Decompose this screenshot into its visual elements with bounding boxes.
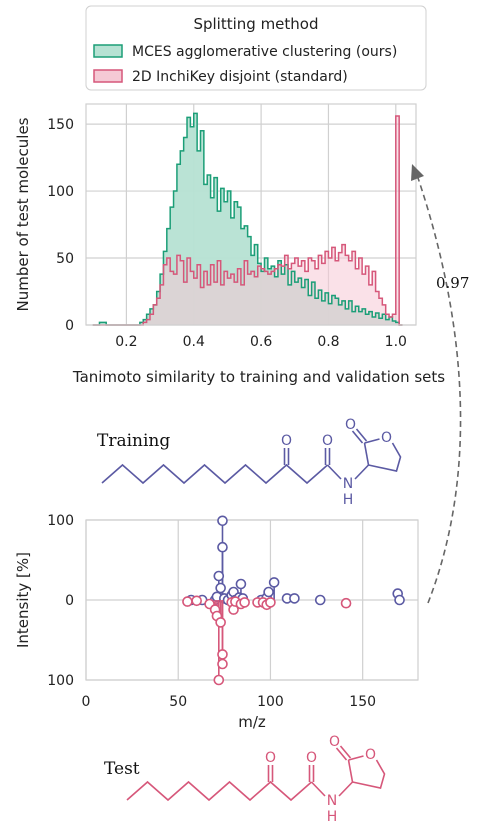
amide-bond <box>310 781 326 797</box>
training-peak-marker <box>217 541 228 553</box>
y-tick-label: 100 <box>47 513 74 529</box>
molecule-label: Training <box>97 431 170 451</box>
test-peak-marker <box>215 617 226 628</box>
ring-bond <box>368 442 402 472</box>
training-peak-marker <box>289 593 300 604</box>
similarity-histogram: 0.2 0.4 0.6 0.8 1.0 0 50 100 150 Tanimoto similar… <box>14 5 445 386</box>
training-peak-marker <box>235 578 247 590</box>
ring-bond <box>348 755 364 761</box>
lactone-carbonyl <box>355 428 368 442</box>
test-peak-marker <box>217 658 228 670</box>
x-tick-label: 0.4 <box>183 334 205 350</box>
arrow-head-icon <box>411 164 424 181</box>
amine-bond <box>354 464 370 480</box>
ring-bond <box>347 759 354 783</box>
nitrogen-atom: N <box>327 793 337 809</box>
molecule-label: Test <box>104 759 140 779</box>
hydrogen-atom: H <box>327 809 338 825</box>
oxygen-atom: O <box>281 433 292 449</box>
oxygen-atom: O <box>322 433 333 449</box>
y-tick-label: 150 <box>47 117 74 133</box>
test-peak-marker <box>239 597 250 608</box>
inchikey-histogram-fill <box>92 116 403 326</box>
training-peak-marker <box>314 594 326 606</box>
x-tick-label: 150 <box>349 694 376 710</box>
legend: Splitting method MCES agglomerative clust… <box>85 5 427 91</box>
oxygen-atom: O <box>306 750 317 766</box>
dashed-arrow <box>415 171 462 604</box>
mces-histogram-outline <box>92 112 403 326</box>
carbon-chain <box>101 463 329 485</box>
hydrogen-atom: H <box>343 492 354 508</box>
y-axis-label: Intensity [%] <box>14 552 32 648</box>
lactone-carbonyl <box>335 747 348 761</box>
ring-bond <box>363 442 370 466</box>
inchikey-histogram-outline <box>92 115 403 326</box>
ring-oxygen-atom: O <box>381 430 392 446</box>
ring-oxygen-atom: O <box>365 747 376 763</box>
legend-label: MCES agglomerative clustering (ours) <box>132 44 397 60</box>
training-peak-marker <box>217 515 228 527</box>
x-tick-label: 50 <box>169 694 187 710</box>
histogram-frame <box>85 103 417 326</box>
test-peak-marker <box>182 596 193 607</box>
y-tick-label: 100 <box>47 184 74 200</box>
ring-bond <box>352 759 386 789</box>
carbon-chain <box>126 780 313 802</box>
x-axis-label: m/z <box>238 713 266 731</box>
legend-box <box>85 5 427 91</box>
x-tick-label: 1.0 <box>385 334 407 350</box>
x-tick-label: 100 <box>257 694 284 710</box>
test-peak-marker <box>265 597 276 608</box>
ring-bond <box>364 438 380 444</box>
similarity-value: 0.97 <box>436 274 469 292</box>
test-peak-marker <box>213 674 225 686</box>
lactone-carbonyl <box>339 745 352 759</box>
carbonyl-oxygen-atom: O <box>345 417 356 433</box>
training-peak-marker <box>268 577 280 588</box>
oxygen-atom: O <box>265 750 276 766</box>
x-axis-label: Tanimoto similarity to training and vali… <box>72 368 445 386</box>
lactone-carbonyl <box>351 430 364 444</box>
carbonyl-oxygen-atom: O <box>329 734 340 750</box>
amide-bond <box>326 464 342 480</box>
similarity-arrow: 0.97 <box>411 164 469 604</box>
training-peak-marker <box>394 594 405 606</box>
y-tick-label: 50 <box>56 251 74 267</box>
y-tick-label: 0 <box>65 593 74 609</box>
nitrogen-atom: N <box>343 476 353 492</box>
x-tick-label: 0 <box>82 694 91 710</box>
legend-title: Splitting method <box>193 15 318 33</box>
y-tick-label: 0 <box>65 318 74 334</box>
x-tick-label: 0.8 <box>317 334 339 350</box>
y-tick-label: 100 <box>47 673 74 689</box>
training-peak-marker <box>215 582 226 594</box>
training-peak-marker <box>263 586 274 598</box>
y-axis-label: Number of test molecules <box>14 117 32 311</box>
legend-label: 2D InchiKey disjoint (standard) <box>132 69 348 85</box>
training-peak-marker <box>213 570 225 582</box>
test-peak-marker <box>217 649 228 660</box>
legend-swatch <box>93 44 123 58</box>
x-tick-label: 0.6 <box>250 334 272 350</box>
spectrum-frame <box>85 519 419 681</box>
x-tick-label: 0.2 <box>115 334 137 350</box>
amine-bond <box>338 781 354 797</box>
test-peak-marker <box>191 595 202 607</box>
mirror-spectrum-plot: 0 50 100 150 100 0 100 m/z Intensity [%] <box>14 513 419 731</box>
legend-swatch <box>93 69 123 83</box>
test-peak-marker <box>340 597 352 609</box>
